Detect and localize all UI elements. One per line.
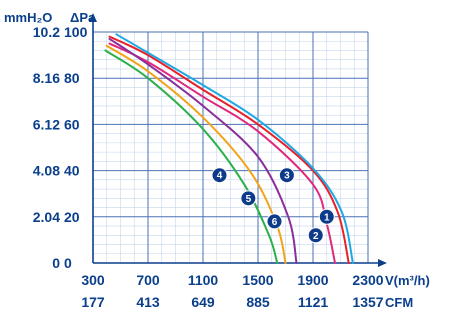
- x-tick-label-cfm: 413: [136, 294, 160, 310]
- series-curve-6: [108, 37, 298, 264]
- curve-badge-label-5: 5: [246, 194, 252, 205]
- series-curve-4: [104, 49, 279, 264]
- y-tick-label-mmh2o: 10.2: [33, 24, 60, 40]
- curve-badge-5: [240, 190, 257, 207]
- y-tick-label-pa: 80: [64, 70, 80, 86]
- axes: [89, 13, 387, 267]
- x-tick-label-m3h: 700: [136, 272, 160, 288]
- series-curve-1: [108, 35, 350, 264]
- x-unit-cfm: CFM: [385, 295, 413, 310]
- curve-badge-3: [278, 167, 295, 184]
- x-tick-label-m3h: 1500: [242, 272, 273, 288]
- x-tick-label-m3h: 1100: [188, 272, 219, 288]
- y-tick-label-mmh2o: 2.04: [33, 209, 60, 225]
- y-tick-label-pa: 20: [64, 209, 80, 225]
- y-tick-label-mmh2o: 4.08: [33, 163, 60, 179]
- badge-layer: 12 3 4 5 6: [211, 167, 335, 244]
- y-tick-label-mmh2o: 8.16: [33, 70, 60, 86]
- curve-badge-6: [266, 213, 283, 230]
- curve-badge-label-6: 6: [272, 217, 278, 228]
- y-tick-label-mmh2o: 0: [52, 255, 60, 271]
- x-tick-label-m3h: 2300: [352, 272, 383, 288]
- y-tick-label-pa: 40: [64, 163, 80, 179]
- y-tick-label-pa: 100: [64, 24, 88, 40]
- series-curve-2: [115, 33, 354, 264]
- x-tick-label-cfm: 1357: [352, 294, 383, 310]
- x-tick-label-cfm: 649: [191, 294, 215, 310]
- x-tick-label-m3h: 300: [81, 272, 105, 288]
- curve-badge-label-3: 3: [284, 171, 290, 182]
- minor-grid: [93, 32, 368, 263]
- y-tick-label-pa: 60: [64, 116, 80, 132]
- curve-badge-label-2: 2: [313, 231, 319, 242]
- y-tick-label-mmh2o: 6.12: [33, 116, 60, 132]
- curve-badge-label-4: 4: [217, 171, 223, 182]
- x-tick-label-cfm: 177: [81, 294, 105, 310]
- curve-badge-4: [211, 167, 228, 184]
- x-tick-label-m3h: 1900: [297, 272, 328, 288]
- curve-badge-label-1: 1: [324, 212, 330, 223]
- x-tick-label-cfm: 885: [246, 294, 270, 310]
- curve-badge-2: [307, 227, 324, 244]
- label-layer: 0 20 40 60 80 100 0 2.04 4.08 6.12 8.16 10.2 300 700 1…: [4, 10, 430, 310]
- curve-badge-1: [318, 208, 335, 225]
- y-unit-pa: ΔPa: [70, 10, 96, 25]
- y-axis-arrow: [89, 13, 97, 22]
- y-tick-label-pa: 0: [64, 255, 72, 271]
- x-axis-arrow: [378, 259, 387, 267]
- y-unit-mmh2o: mmH₂O: [4, 10, 52, 25]
- x-unit-m3h: V(m³/h): [385, 273, 430, 288]
- x-tick-label-cfm: 1121: [298, 294, 329, 310]
